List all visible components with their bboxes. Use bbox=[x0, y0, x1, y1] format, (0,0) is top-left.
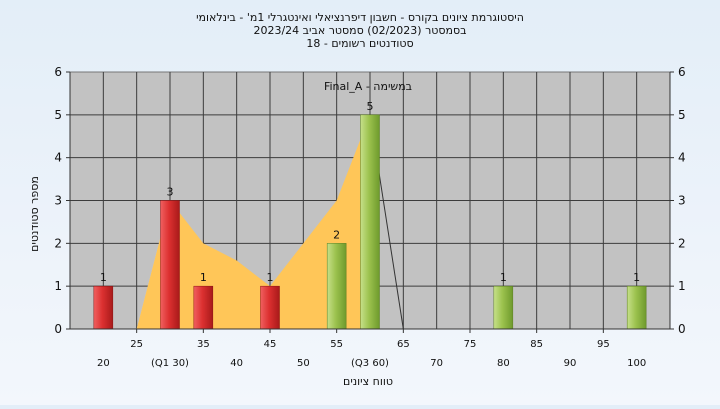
y-tick-label-left: 0 bbox=[54, 322, 62, 336]
bar-value-label: 2 bbox=[333, 228, 340, 241]
bar-value-label: 1 bbox=[100, 271, 107, 284]
bar-100 bbox=[626, 285, 647, 330]
x-tick-label-lower: 100 bbox=[627, 358, 646, 369]
bar-value-label: 1 bbox=[500, 271, 507, 284]
y-tick-label-right: 1 bbox=[678, 279, 686, 293]
bar-30 bbox=[160, 200, 180, 330]
x-tick-label-upper: 95 bbox=[597, 339, 610, 350]
x-tick-label-upper: 75 bbox=[464, 339, 477, 350]
y-tick-label-right: 3 bbox=[678, 194, 686, 208]
x-tick-label-lower: (Q3 60) bbox=[351, 358, 389, 369]
chart-subtitle: Final_A - במשימה bbox=[324, 80, 412, 93]
y-tick-label-left: 3 bbox=[54, 194, 62, 208]
x-tick-label-lower: 50 bbox=[297, 358, 310, 369]
frequency-area bbox=[136, 114, 370, 329]
x-tick-label-upper: 35 bbox=[197, 339, 210, 350]
x-tick-label-lower: (Q1 30) bbox=[151, 358, 189, 369]
y-axis-title: מספר סטודנטים bbox=[28, 176, 41, 252]
bar-value-label: 3 bbox=[167, 186, 174, 199]
bar-55 bbox=[326, 243, 347, 330]
x-tick-label-lower: 90 bbox=[564, 358, 577, 369]
bar-20 bbox=[93, 285, 114, 330]
y-tick-label-right: 0 bbox=[678, 322, 686, 336]
x-tick-label-upper: 85 bbox=[530, 339, 543, 350]
y-tick-label-right: 6 bbox=[678, 65, 686, 79]
bars: 1 3 1 1 2 5 1 1 bbox=[93, 100, 647, 330]
y-tick-label-right: 4 bbox=[678, 151, 686, 165]
bar-60 bbox=[360, 114, 380, 330]
x-tick-label-upper: 45 bbox=[264, 339, 277, 350]
x-tick-label-upper: 65 bbox=[397, 339, 410, 350]
y-tick-label-left: 4 bbox=[54, 151, 62, 165]
chart-title-line-3: סטודנטים רשומים - 18 bbox=[306, 37, 413, 50]
bar-value-label: 1 bbox=[267, 271, 274, 284]
x-axis-title: טווח ציונים bbox=[343, 375, 393, 388]
y-tick-label-left: 1 bbox=[54, 279, 62, 293]
bar-80 bbox=[493, 285, 514, 330]
bar-value-label: 1 bbox=[200, 271, 207, 284]
chart-title-line-2: בסמסטר (02/2023) סמסטר אביב 2023/24 bbox=[253, 24, 466, 37]
x-tick-label-lower: 70 bbox=[430, 358, 443, 369]
x-tick-label-upper: 25 bbox=[130, 339, 143, 350]
bar-45 bbox=[260, 285, 280, 330]
y-tick-label-right: 2 bbox=[678, 236, 686, 250]
y-tick-label-left: 2 bbox=[54, 236, 62, 250]
x-tick-label-lower: 80 bbox=[497, 358, 510, 369]
chart-title-line-1: היסטוגרמת ציונים בקורס - חשבון דיפרנציאל… bbox=[196, 11, 524, 24]
y-tick-label-right: 5 bbox=[678, 108, 686, 122]
x-tick-label-upper: 55 bbox=[330, 339, 343, 350]
bar-35 bbox=[193, 285, 214, 330]
bar-value-label: 5 bbox=[367, 100, 374, 113]
x-tick-label-lower: 20 bbox=[97, 358, 110, 369]
x-tick-label-lower: 40 bbox=[230, 358, 243, 369]
y-tick-label-left: 5 bbox=[54, 108, 62, 122]
bar-value-label: 1 bbox=[633, 271, 640, 284]
y-tick-label-left: 6 bbox=[54, 65, 62, 79]
